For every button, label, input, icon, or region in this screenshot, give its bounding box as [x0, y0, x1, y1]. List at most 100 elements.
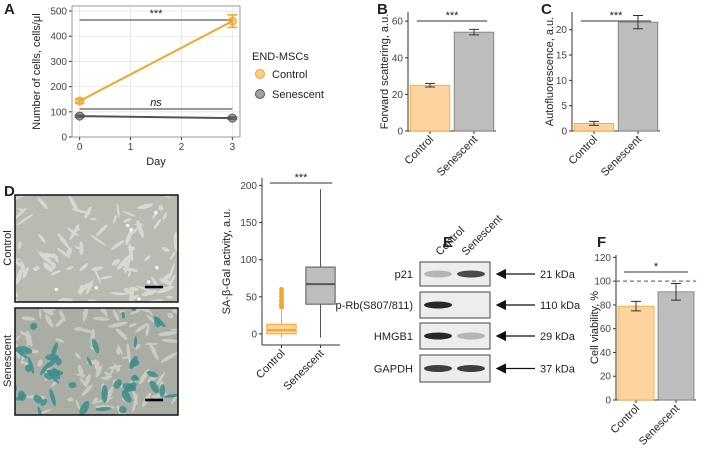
cell — [115, 328, 128, 340]
cell — [77, 282, 91, 293]
y-tick-label: 20 — [556, 25, 568, 36]
cell — [99, 275, 113, 280]
y-tick-label: 20 — [392, 90, 404, 101]
series-line — [79, 20, 233, 102]
cell — [103, 375, 112, 380]
y-axis-label: Number of cells, cells/μl — [31, 13, 43, 129]
x-tick-label: Control — [567, 134, 601, 168]
chart-panel: F Cell viability, % 0 20 40 60 80 100 120 Control… — [589, 234, 696, 448]
y-tick-label: 200 — [50, 82, 67, 93]
panel-letter: C — [541, 1, 552, 18]
stained-cell — [130, 359, 140, 367]
cell — [123, 287, 132, 295]
stained-cell — [86, 357, 93, 366]
cell — [127, 269, 132, 278]
cell — [170, 251, 176, 260]
bar — [617, 305, 655, 401]
bar — [617, 21, 659, 132]
cell — [25, 335, 31, 346]
bright-spot — [154, 210, 158, 215]
y-tick-label: 20 — [600, 372, 612, 383]
cell — [37, 197, 48, 210]
legend-label: Senescent — [272, 89, 324, 101]
cell — [77, 364, 84, 378]
cell — [59, 310, 66, 322]
stained-cell — [149, 380, 159, 394]
cell — [109, 292, 129, 296]
cell — [168, 274, 176, 287]
blot-band — [424, 332, 452, 340]
blot-row-label: p-Rb(S807/811) — [336, 300, 413, 312]
cell — [112, 309, 120, 321]
stained-cell — [101, 385, 108, 403]
stained-cell — [50, 342, 58, 358]
panel-letter: F — [597, 234, 606, 251]
cell — [93, 316, 110, 321]
cell — [66, 266, 74, 271]
cell — [15, 207, 27, 220]
cell — [126, 343, 131, 363]
x-tick-label: Control — [609, 403, 643, 437]
stained-cell — [95, 406, 112, 412]
cell — [15, 258, 21, 262]
stained-cell — [30, 322, 38, 330]
cell — [86, 280, 94, 295]
cell — [18, 241, 22, 250]
cell — [121, 356, 130, 359]
cell — [108, 321, 128, 328]
blot-column: Senescent — [460, 213, 505, 258]
significance-label: * — [654, 261, 659, 273]
cell — [66, 247, 72, 257]
panel-letter: A — [4, 1, 15, 18]
panel-letter: D — [4, 183, 15, 200]
significance-label: ns — [150, 97, 162, 109]
stained-cell — [15, 346, 33, 354]
cell — [122, 218, 132, 223]
y-tick-label: 60 — [600, 324, 612, 335]
cell — [168, 262, 175, 280]
data-point — [75, 96, 85, 106]
error-bar — [469, 28, 479, 36]
stained-cell — [40, 398, 48, 406]
bar — [657, 291, 695, 401]
cell — [67, 397, 74, 402]
cell — [139, 203, 153, 209]
stained-cell — [133, 374, 139, 381]
cell — [136, 220, 144, 238]
stained-cell — [121, 311, 125, 319]
y-tick-label: 200 — [240, 181, 257, 192]
cell — [135, 323, 149, 333]
stained-cell — [146, 371, 159, 378]
cell — [155, 372, 166, 388]
bright-spot — [147, 280, 151, 284]
y-tick-label: 150 — [240, 218, 257, 229]
significance-label: *** — [150, 8, 164, 20]
stained-cell — [113, 379, 122, 389]
cell — [144, 255, 151, 262]
stained-cell — [91, 338, 100, 354]
cell — [15, 268, 23, 285]
cell — [94, 268, 102, 284]
bright-spot — [155, 265, 159, 270]
blot-band — [424, 365, 452, 372]
y-tick-label: 80 — [600, 300, 612, 311]
stained-cell — [123, 382, 137, 393]
bright-spot — [129, 228, 133, 232]
data-point — [227, 113, 237, 123]
outlier — [279, 301, 284, 307]
error-bar — [631, 300, 641, 312]
cell — [39, 308, 42, 320]
significance-label: *** — [295, 172, 309, 184]
x-tick-label: Senescent — [599, 134, 644, 179]
cell — [82, 308, 89, 322]
cell — [130, 308, 147, 315]
y-tick-label: 10 — [556, 76, 568, 87]
bright-spot — [137, 297, 141, 301]
stained-cell — [52, 368, 61, 380]
error-bar — [671, 283, 681, 301]
cell — [33, 266, 40, 272]
cell — [74, 326, 84, 331]
micrograph — [15, 308, 178, 415]
error-bar — [589, 120, 599, 126]
cell — [111, 259, 121, 266]
